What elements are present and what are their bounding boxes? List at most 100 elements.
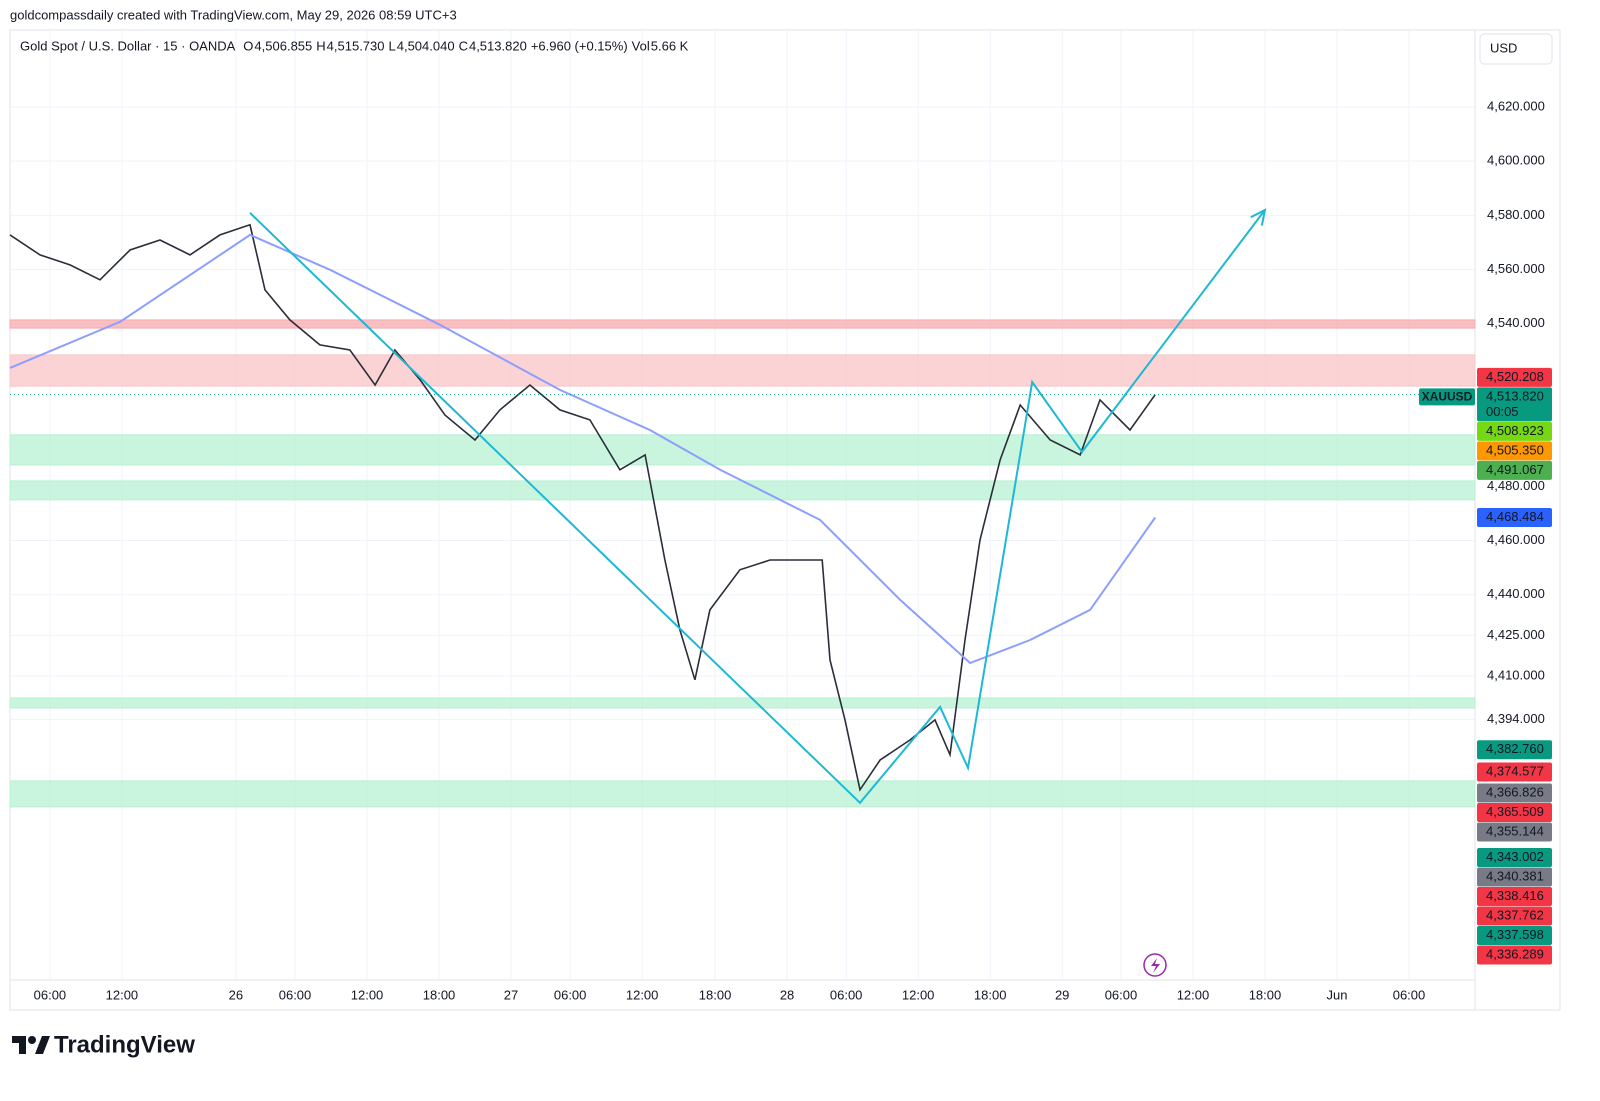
- x-tick-label: 12:00: [1177, 987, 1210, 1002]
- lightning-icon[interactable]: [1143, 953, 1167, 977]
- price-label-box: [1477, 848, 1552, 868]
- price-label: 4,508.923: [1477, 421, 1552, 441]
- price-label-text: 4,355.144: [1486, 823, 1544, 838]
- price-label: 4,336.289: [1477, 945, 1552, 965]
- price-label-box: [1477, 822, 1552, 842]
- price-label-box: [1477, 508, 1552, 528]
- y-tick-label: 4,410.000: [1487, 667, 1545, 682]
- x-tick-label: 06:00: [830, 987, 863, 1002]
- grid: [10, 30, 1475, 980]
- brand-logo: TradingView: [12, 1031, 195, 1058]
- currency[interactable]: USD: [1490, 40, 1517, 55]
- x-tick-label: 12:00: [106, 987, 139, 1002]
- x-tick-label: 12:00: [902, 987, 935, 1002]
- price-label-box: [1477, 387, 1552, 422]
- price-label-text: 4,382.760: [1486, 741, 1544, 756]
- price-label-box: [1477, 887, 1552, 907]
- ohlc-name: H: [316, 38, 325, 53]
- price-label: 4,468.484: [1477, 508, 1552, 528]
- price-line: [9, 223, 1156, 792]
- price-label-text: 4,491.067: [1486, 462, 1544, 477]
- zone: [9, 319, 1476, 329]
- y-tick-label: 4,394.000: [1487, 711, 1545, 726]
- price-label-text: 4,340.381: [1486, 868, 1544, 883]
- price-label: 4,520.208: [1477, 367, 1552, 387]
- x-tick-label: 12:00: [626, 987, 659, 1002]
- brand: TradingView: [54, 1031, 195, 1058]
- price-label-text: 4,374.577: [1486, 763, 1544, 778]
- price-label-box: [1477, 783, 1552, 803]
- price-label-box: [1477, 740, 1552, 760]
- price-label-text: 4,505.350: [1486, 442, 1544, 457]
- price-label-text: 4,468.484: [1486, 509, 1544, 524]
- price-label: 4,505.350: [1477, 441, 1552, 461]
- zone: [9, 480, 1476, 501]
- price-label-box: [1477, 906, 1552, 926]
- y-tick-label: 4,580.000: [1487, 207, 1545, 222]
- price-label-text: 4,520.208: [1486, 369, 1544, 384]
- ohlc-name: O: [243, 38, 253, 53]
- price-label-box: [1477, 367, 1552, 387]
- y-tick-label: 4,560.000: [1487, 261, 1545, 276]
- lightning-glyph: [1151, 958, 1160, 973]
- attribution: goldcompassdaily created with TradingVie…: [10, 7, 457, 22]
- x-tick-label: Jun: [1327, 987, 1348, 1002]
- price-label: 4,366.826: [1477, 783, 1552, 803]
- price-label-box: [1477, 762, 1552, 782]
- change: +6.960 (+0.15%): [531, 38, 628, 53]
- y-tick-label: 4,425.000: [1487, 627, 1545, 642]
- x-tick-label: 12:00: [351, 987, 384, 1002]
- price-label-text: 4,513.820: [1486, 388, 1544, 403]
- currency-button[interactable]: [1479, 33, 1553, 65]
- y-tick-label: 4,600.000: [1487, 153, 1545, 168]
- logo-dot: [28, 1036, 36, 1044]
- y-tick-label: 4,460.000: [1487, 532, 1545, 547]
- ohlc-value: 4,513.820: [469, 38, 527, 53]
- price-label-text: 4,337.762: [1486, 907, 1544, 922]
- zone: [9, 354, 1476, 387]
- zone: [9, 780, 1476, 808]
- price-label-text: 4,343.002: [1486, 849, 1544, 864]
- symbol-tag: XAUUSD: [1422, 390, 1473, 404]
- ohlc-name: C: [459, 38, 468, 53]
- ohlc-name: L: [389, 38, 396, 53]
- price-label: 4,343.002: [1477, 848, 1552, 868]
- price-label-box: [1477, 867, 1552, 887]
- x-tick-label: 18:00: [1249, 987, 1282, 1002]
- logo-mark: [12, 1036, 50, 1054]
- price-label-text: 4,508.923: [1486, 423, 1544, 438]
- countdown: 00:05: [1486, 404, 1519, 419]
- x-tick-label: 06:00: [554, 987, 587, 1002]
- y-tick-label: 4,440.000: [1487, 586, 1545, 601]
- price-label-box: [1477, 945, 1552, 965]
- x-tick-label: 06:00: [1105, 987, 1138, 1002]
- price-label-box: [1477, 926, 1552, 946]
- zone: [9, 434, 1476, 466]
- chart-frame: [9, 29, 1561, 1011]
- price-label: 4,337.762: [1477, 906, 1552, 926]
- price-label: 4,365.509: [1477, 802, 1552, 822]
- price-label-box: [1477, 802, 1552, 822]
- price-label: 4,340.381: [1477, 867, 1552, 887]
- x-tick-label: 06:00: [34, 987, 67, 1002]
- price-label-text: 4,338.416: [1486, 888, 1544, 903]
- x-tick-label: 18:00: [423, 987, 456, 1002]
- trend-drawing: [249, 209, 1266, 805]
- price-label: 4,337.598: [1477, 926, 1552, 946]
- price-label-text: 4,366.826: [1486, 784, 1544, 799]
- price-line: [9, 233, 1157, 665]
- ohlc-value: 4,506.855: [254, 38, 312, 53]
- price-label-text: 4,336.289: [1486, 946, 1544, 961]
- symbol-tag-box: [1419, 388, 1475, 406]
- x-tick-label: 28: [780, 987, 794, 1002]
- price-label: 4,374.577: [1477, 762, 1552, 782]
- y-tick-label: 4,620.000: [1487, 98, 1545, 113]
- x-tick-label: 29: [1055, 987, 1069, 1002]
- price-label-text: 4,365.509: [1486, 804, 1544, 819]
- volume-value: 5.66 K: [651, 38, 689, 53]
- x-tick-label: 27: [504, 987, 518, 1002]
- symbol-title: Gold Spot / U.S. Dollar · 15 · OANDA: [20, 38, 236, 53]
- price-label: 4,491.067: [1477, 460, 1552, 480]
